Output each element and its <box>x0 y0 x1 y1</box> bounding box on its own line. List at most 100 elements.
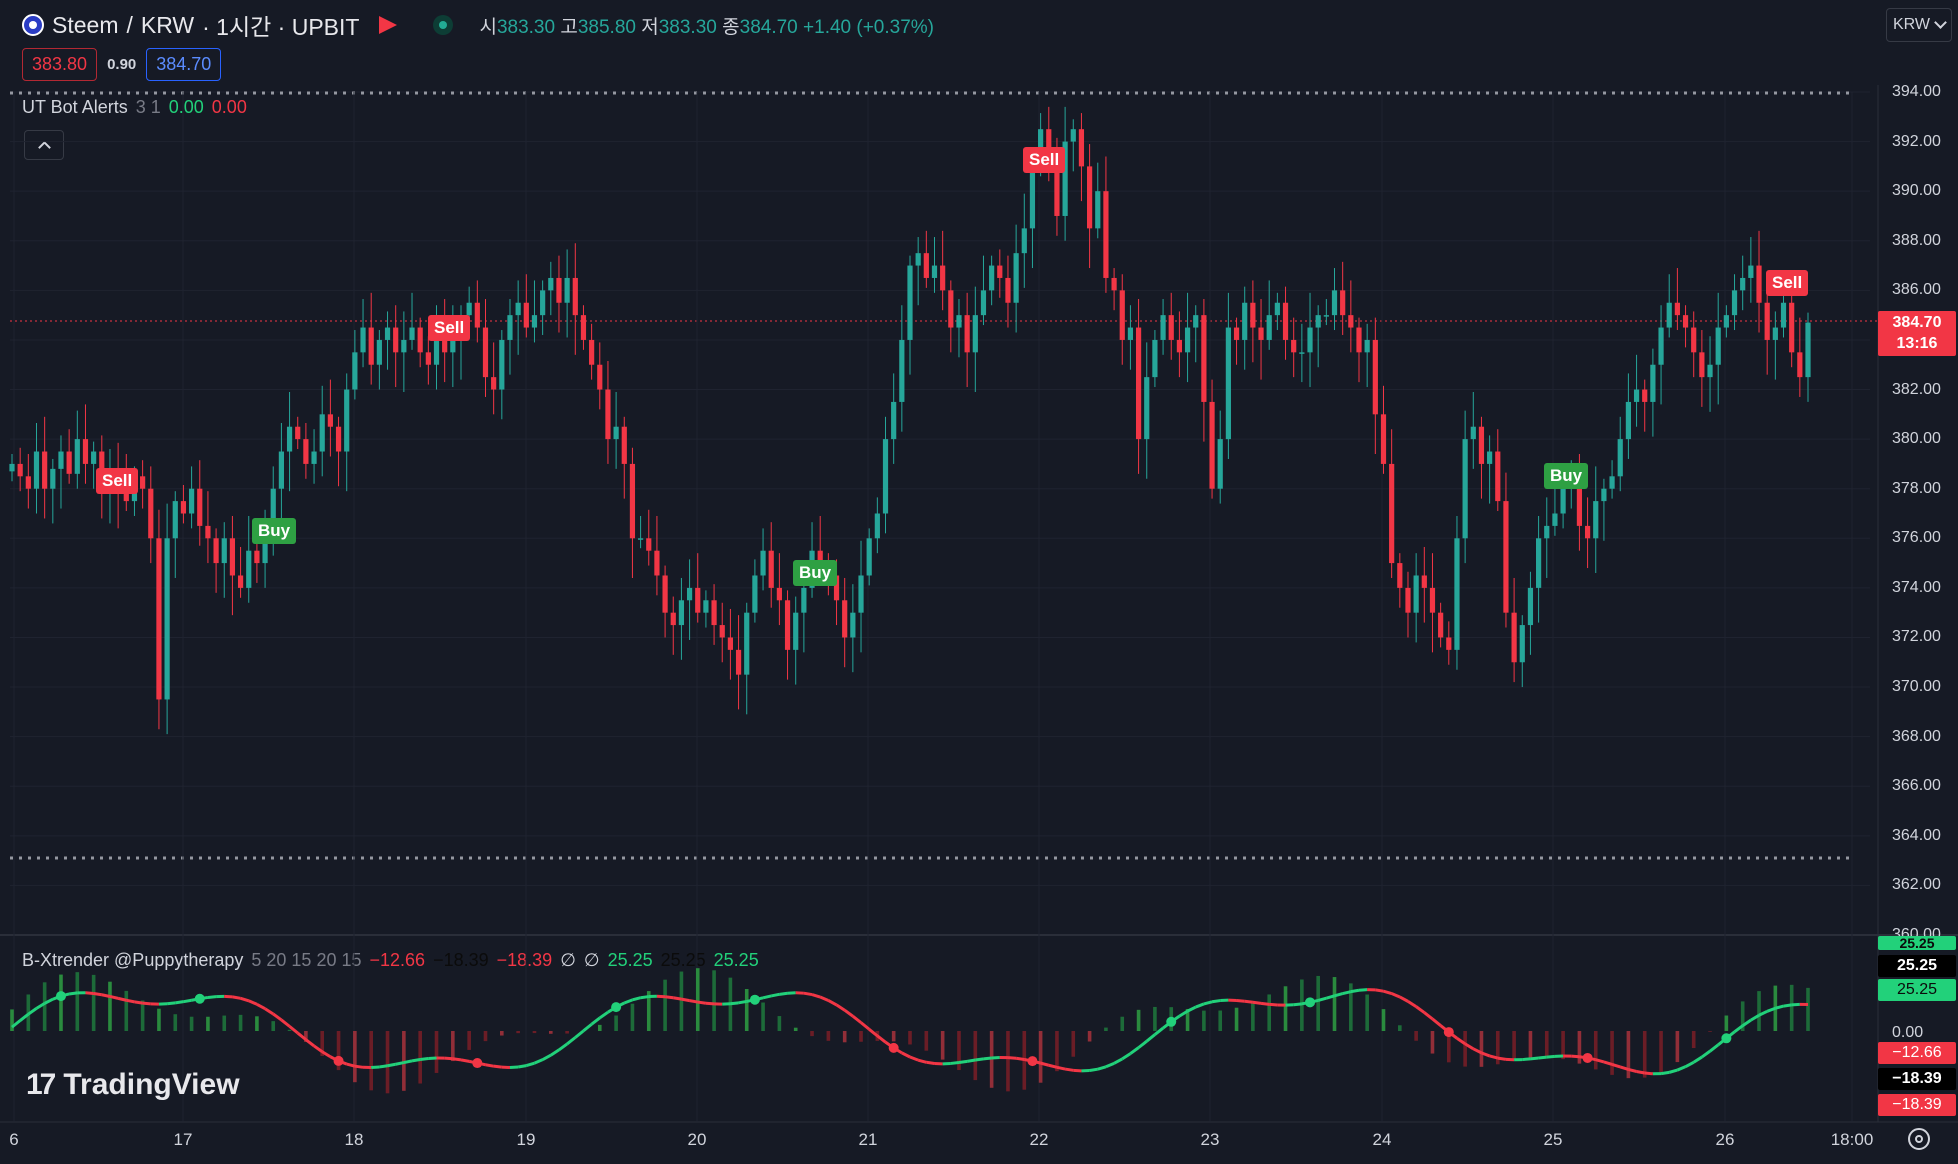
oscillator-line <box>109 995 119 1000</box>
candle <box>1356 317 1362 383</box>
candle <box>564 249 570 338</box>
oscillator-line <box>730 1001 739 1006</box>
candle <box>1699 330 1705 407</box>
candle <box>1527 571 1534 655</box>
currency-select[interactable]: KRW <box>1886 8 1952 42</box>
candle <box>335 416 342 487</box>
price-tick: 392.00 <box>1892 132 1941 150</box>
price-tick: 388.00 <box>1892 231 1941 249</box>
histogram-bar <box>304 1031 308 1042</box>
candle <box>891 373 897 464</box>
histogram-bar <box>222 1015 227 1031</box>
candle <box>1225 292 1231 459</box>
candle <box>686 559 693 640</box>
symbol-name[interactable]: Steem <box>52 11 119 38</box>
oscillator-line <box>35 1002 46 1010</box>
indicator-legend-ut-bot[interactable]: UT Bot Alerts 3 1 0.00 0.00 <box>22 97 247 118</box>
candle <box>1536 515 1542 623</box>
candle <box>1233 317 1240 365</box>
candle <box>1331 268 1338 331</box>
oscillator-line <box>983 1056 992 1061</box>
last-price-badge: 384.70 13:16 <box>1878 311 1956 356</box>
oscillator-line <box>420 1057 429 1061</box>
candle <box>1111 268 1117 311</box>
candle <box>1250 280 1256 363</box>
oscillator-line <box>1015 1056 1025 1061</box>
oscillator-line <box>598 1010 609 1020</box>
oscillator-line <box>1741 1018 1752 1027</box>
price-tick: 382.00 <box>1892 380 1941 398</box>
candle <box>1707 336 1713 412</box>
histogram-bar <box>483 1031 488 1042</box>
candle <box>940 230 946 311</box>
candle <box>1168 292 1174 360</box>
gear-icon[interactable] <box>1908 1128 1930 1150</box>
tradingview-logo[interactable]: 17 TradingView <box>26 1068 240 1102</box>
histogram-bar <box>842 1031 847 1043</box>
candle <box>1413 553 1419 643</box>
oscillator-line <box>296 1031 307 1041</box>
candle <box>548 261 554 316</box>
histogram-bar <box>451 1031 455 1062</box>
candle <box>1446 621 1452 665</box>
quote-currency[interactable]: KRW <box>140 11 195 38</box>
candle <box>1389 429 1395 578</box>
histogram-bar <box>1544 1031 1549 1058</box>
price-tick: 378.00 <box>1892 479 1941 497</box>
flag-icon[interactable] <box>379 16 398 34</box>
ask-price-button[interactable]: 384.70 <box>146 48 222 81</box>
candle <box>74 410 80 489</box>
oscillator-line <box>313 1044 324 1053</box>
time-tick: 18 <box>344 1130 364 1149</box>
oscillator-line <box>1048 1063 1058 1069</box>
candle <box>368 292 374 385</box>
candle <box>638 515 644 549</box>
candle <box>1144 342 1150 479</box>
time-tick: 26 <box>1715 1130 1735 1149</box>
indicator-params: 5 20 15 20 15 <box>251 950 362 970</box>
oscillator-line <box>1423 1011 1434 1021</box>
oscillator-dot <box>611 1002 622 1013</box>
candle <box>744 602 750 715</box>
candle <box>1650 348 1656 437</box>
oscillator-line <box>541 1053 552 1061</box>
bar-countdown: 13:16 <box>1896 335 1938 352</box>
indicator-legend-bxtrender[interactable]: B-Xtrender @Puppytherapy 5 20 15 20 15 −… <box>22 950 759 971</box>
candle <box>1756 230 1762 333</box>
candle <box>972 286 978 393</box>
oscillator-line <box>256 1002 266 1011</box>
histogram-bar <box>793 1027 798 1031</box>
candle <box>295 416 301 450</box>
histogram-bar <box>1626 1031 1631 1079</box>
time-tick: 17 <box>173 1130 193 1149</box>
interval-exchange[interactable]: · 1시간 · UPBIT <box>202 14 360 40</box>
oscillator-line <box>1073 1068 1082 1073</box>
histogram-bar <box>1218 1010 1223 1031</box>
oscillator-line <box>1399 995 1409 1003</box>
oscillator-line <box>1269 1002 1278 1007</box>
oscillator-dot <box>194 993 205 1004</box>
oscillator-line <box>224 994 233 999</box>
candle <box>303 423 309 479</box>
collapse-legend-button[interactable] <box>24 130 64 160</box>
oscillator-line <box>1236 998 1245 1003</box>
candle <box>213 528 219 593</box>
sell-signal-label: Sell <box>1766 270 1809 296</box>
candle <box>1135 299 1142 474</box>
histogram-bar <box>1316 975 1320 1031</box>
symbol-title[interactable]: Steem / KRW · 1시간 · UPBIT 시383.30 고385.8… <box>22 10 934 40</box>
bid-price-button[interactable]: 383.80 <box>22 48 98 81</box>
histogram-bar <box>1561 1031 1565 1060</box>
candle <box>148 466 154 564</box>
candle <box>1511 577 1517 683</box>
candle <box>1519 615 1525 688</box>
oscillator-dot <box>749 994 760 1005</box>
histogram-bar <box>1006 1031 1010 1092</box>
candle <box>1405 571 1411 638</box>
oscillator-line <box>19 1013 30 1022</box>
candle <box>1429 553 1436 653</box>
candle <box>42 416 48 519</box>
candle <box>1772 311 1778 380</box>
oscillator-line <box>460 1058 470 1063</box>
